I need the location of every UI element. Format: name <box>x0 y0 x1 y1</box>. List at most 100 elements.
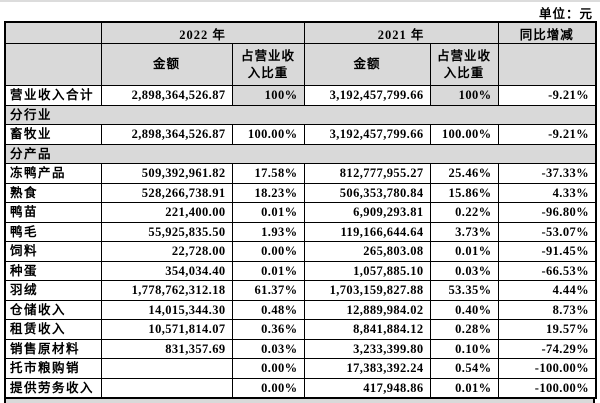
amount-2021: 3,192,457,799.66 <box>303 124 431 145</box>
pct-2022: 18.23% <box>231 182 305 203</box>
table-header: 2022 年 2021 年 同比增减 金额 占营业收入比重 金额 占营业收入比重 <box>4 21 597 86</box>
pct-2022: 0.36% <box>231 319 305 340</box>
pct-2021: 0.01% <box>429 241 499 262</box>
amount-2021: 265,803.08 <box>303 241 431 262</box>
row-label: 冻鸭产品 <box>4 163 102 184</box>
header-amount-2021: 金额 <box>303 43 431 86</box>
pct-2021: 100.00% <box>429 124 499 145</box>
table-row: 饲料 22,728.00 0.00% 265,803.08 0.01% -91.45% <box>4 241 597 262</box>
amount-2021: 8,841,884.12 <box>303 319 431 340</box>
yoy-value: -37.33% <box>497 163 597 184</box>
pct-2021: 0.54% <box>429 358 499 379</box>
amount-2022: 509,392,961.82 <box>100 163 233 184</box>
row-label: 仓储收入 <box>4 299 102 320</box>
pct-2022: 0.03% <box>231 338 305 359</box>
amount-2022: 528,266,738.91 <box>100 182 233 203</box>
amount-2022: 22,728.00 <box>100 241 233 262</box>
amount-2021: 119,166,644.64 <box>303 221 431 242</box>
header-year-2021: 2021 年 <box>303 21 499 44</box>
table-row: 仓储收入 14,015,344.30 0.48% 12,889,984.02 0.40%… <box>4 299 597 320</box>
section-label: 分产品 <box>4 143 597 164</box>
row-label: 托市粮购销 <box>4 358 102 379</box>
section-row: 分行业 <box>4 104 597 125</box>
table-body: 营业收入合计 2,898,364,526.87 100% 3,192,457,799.… <box>4 85 597 399</box>
yoy-value: -53.07% <box>497 221 597 242</box>
row-label: 销售原材料 <box>4 338 102 359</box>
unit-label: 单位：元 <box>538 7 593 21</box>
table-row: 托市粮购销 0.00% 17,383,392.24 0.54% -100.00% <box>4 358 597 379</box>
table-row: 熟食 528,266,738.91 18.23% 506,353,780.84 15.8… <box>4 182 597 203</box>
yoy-value: 19.57% <box>497 319 597 340</box>
amount-2022: 2,898,364,526.87 <box>100 124 233 145</box>
amount-2021: 3,233,399.80 <box>303 338 431 359</box>
yoy-value: -74.29% <box>497 338 597 359</box>
pct-2022: 0.00% <box>231 241 305 262</box>
table-row: 销售原材料 831,357.69 0.03% 3,233,399.80 0.10% -74… <box>4 338 597 359</box>
yoy-value: -9.21% <box>497 124 597 145</box>
yoy-value: 4.44% <box>497 280 597 301</box>
row-label: 种蛋 <box>4 260 102 281</box>
pct-2022: 1.93% <box>231 221 305 242</box>
header-year-2022: 2022 年 <box>100 21 305 44</box>
row-label: 提供劳务收入 <box>4 377 102 399</box>
row-label: 饲料 <box>4 241 102 262</box>
header-yoy-empty-cell <box>497 43 597 86</box>
amount-2021: 417,948.86 <box>303 377 431 399</box>
amount-2021: 812,777,955.27 <box>303 163 431 184</box>
pct-2022: 61.37% <box>231 280 305 301</box>
corner-empty-cell-2 <box>4 43 102 86</box>
amount-2022: 2,898,364,526.87 <box>100 85 233 106</box>
row-label: 营业收入合计 <box>4 85 102 106</box>
header-subrow: 金额 占营业收入比重 金额 占营业收入比重 <box>4 43 597 86</box>
pct-2021: 0.40% <box>429 299 499 320</box>
pct-2021: 15.86% <box>429 182 499 203</box>
row-label: 鸭苗 <box>4 202 102 223</box>
pct-2022: 100% <box>231 85 305 106</box>
table-row: 营业收入合计 2,898,364,526.87 100% 3,192,457,799.… <box>4 85 597 106</box>
amount-2021: 1,057,885.10 <box>303 260 431 281</box>
amount-2021: 1,703,159,827.88 <box>303 280 431 301</box>
pct-2021: 3.73% <box>429 221 499 242</box>
pct-2022: 17.58% <box>231 163 305 184</box>
next-row-cutoff <box>4 399 595 403</box>
amount-2022: 221,400.00 <box>100 202 233 223</box>
yoy-value: 4.33% <box>497 182 597 203</box>
header-yoy: 同比增减 <box>497 21 597 44</box>
amount-2022: 1,778,762,312.18 <box>100 280 233 301</box>
revenue-breakdown-table: 2022 年 2021 年 同比增减 金额 占营业收入比重 金额 占营业收入比重… <box>4 21 598 399</box>
row-label: 畜牧业 <box>4 124 102 145</box>
pct-2022: 100.00% <box>231 124 305 145</box>
pct-2021: 0.10% <box>429 338 499 359</box>
pct-2022: 0.00% <box>231 358 305 379</box>
yoy-value: -96.80% <box>497 202 597 223</box>
yoy-value: -100.00% <box>497 358 597 379</box>
table-row: 畜牧业 2,898,364,526.87 100.00% 3,192,457,799.… <box>4 124 597 145</box>
table-row: 提供劳务收入 0.00% 417,948.86 0.01% -100.00% <box>4 377 597 399</box>
pct-2021: 25.46% <box>429 163 499 184</box>
pct-2022: 0.01% <box>231 202 305 223</box>
header-pct-2022: 占营业收入比重 <box>231 43 305 86</box>
pct-2022: 0.01% <box>231 260 305 281</box>
table-row: 租赁收入 10,571,814.07 0.36% 8,841,884.12 0.28% 1… <box>4 319 597 340</box>
amount-2022: 14,015,344.30 <box>100 299 233 320</box>
amount-2022 <box>100 358 233 379</box>
pct-2021: 53.35% <box>429 280 499 301</box>
pct-2021: 0.01% <box>429 377 499 399</box>
corner-empty-cell <box>4 21 102 44</box>
amount-2022: 10,571,814.07 <box>100 319 233 340</box>
pct-2021: 0.03% <box>429 260 499 281</box>
amount-2022: 55,925,835.50 <box>100 221 233 242</box>
yoy-value: -100.00% <box>497 377 597 399</box>
amount-2021: 12,889,984.02 <box>303 299 431 320</box>
row-label: 鸭毛 <box>4 221 102 242</box>
amount-2022: 831,357.69 <box>100 338 233 359</box>
amount-2022 <box>100 377 233 399</box>
amount-2021: 6,909,293.81 <box>303 202 431 223</box>
table-row: 羽绒 1,778,762,312.18 61.37% 1,703,159,827.88… <box>4 280 597 301</box>
yoy-value: 8.73% <box>497 299 597 320</box>
table-row: 种蛋 354,034.40 0.01% 1,057,885.10 0.03% -66.53… <box>4 260 597 281</box>
yoy-value: -66.53% <box>497 260 597 281</box>
row-label: 羽绒 <box>4 280 102 301</box>
yoy-value: -9.21% <box>497 85 597 106</box>
